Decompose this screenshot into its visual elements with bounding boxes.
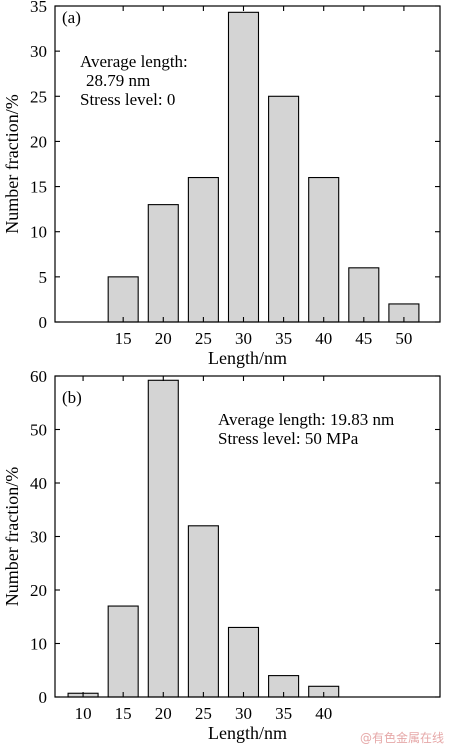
x-tick-label-b-20: 20 (155, 704, 172, 723)
x-tick-label-b-30: 30 (235, 704, 252, 723)
y-tick-label-a-20: 20 (30, 132, 47, 151)
x-tick-label-a-50: 50 (395, 329, 412, 348)
bar-b-25 (187, 525, 219, 698)
x-tick-label-a-15: 15 (115, 329, 132, 348)
x-tick-label-a-20: 20 (155, 329, 172, 348)
watermark: @有色金属在线 (360, 730, 444, 745)
x-tick-label-a-45: 45 (355, 329, 372, 348)
bar-a-30 (227, 11, 260, 323)
chart-panel-a: 0 5 10 15 20 25 30 35 15 20 25 30 35 40 45 50 Length/nm N… (2, 0, 441, 368)
annotation-b-0: Average length: 19.83 nm (218, 410, 394, 429)
y-tick-label-b-50: 50 (30, 421, 47, 440)
bar-a-40 (308, 176, 340, 323)
annotation-a-2: Stress level: 0 (80, 90, 175, 109)
y-tick-label-a-10: 10 (30, 223, 47, 242)
x-tick-label-a-35: 35 (275, 329, 292, 348)
annotation-a-1: 28.79 nm (86, 71, 150, 90)
panel-label-b: (b) (62, 388, 82, 407)
y-tick-label-a-0: 0 (39, 313, 48, 332)
x-tick-label-a-40: 40 (315, 329, 332, 348)
plot-frame-a (54, 5, 441, 323)
y-tick-label-b-20: 20 (30, 581, 47, 600)
y-tick-label-b-30: 30 (30, 528, 47, 547)
annotation-b-1: Stress level: 50 MPa (218, 429, 359, 448)
x-tick-label-b-25: 25 (195, 704, 212, 723)
x-tick-label-a-25: 25 (195, 329, 212, 348)
x-tick-label-b-40: 40 (315, 704, 332, 723)
x-tick-label-b-10: 10 (75, 704, 92, 723)
x-tick-label-a-30: 30 (235, 329, 252, 348)
y-axis-label-b: Number fraction/% (2, 467, 22, 606)
x-tick-label-b-15: 15 (115, 704, 132, 723)
y-tick-label-a-25: 25 (30, 87, 47, 106)
bar-a-45 (348, 267, 380, 323)
annotation-a-0: Average length: (80, 52, 188, 71)
x-axis-label-b: Length/nm (208, 723, 287, 743)
chart-panel-b: 0 10 20 30 40 50 60 10 15 20 25 30 35 40 Length/nm Numb… (2, 367, 441, 743)
y-tick-label-b-0: 0 (39, 688, 48, 707)
bar-a-20 (147, 204, 179, 323)
bar-b-20 (147, 379, 179, 698)
y-tick-label-a-30: 30 (30, 42, 47, 61)
x-axis-label-a: Length/nm (208, 348, 287, 368)
x-tick-label-b-35: 35 (275, 704, 292, 723)
y-axis-label-a: Number fraction/% (2, 94, 22, 233)
y-tick-label-b-10: 10 (30, 635, 47, 654)
y-tick-label-a-35: 35 (30, 0, 47, 16)
bar-a-35 (268, 95, 300, 323)
bar-a-25 (187, 176, 219, 323)
y-tick-label-a-15: 15 (30, 178, 47, 197)
panel-label-a: (a) (62, 8, 81, 27)
y-tick-label-b-60: 60 (30, 367, 47, 386)
y-tick-label-a-5: 5 (39, 268, 48, 287)
bar-b-15 (107, 605, 139, 698)
bar-b-30 (227, 626, 260, 698)
y-tick-label-b-40: 40 (30, 474, 47, 493)
bar-a-15 (107, 276, 139, 323)
